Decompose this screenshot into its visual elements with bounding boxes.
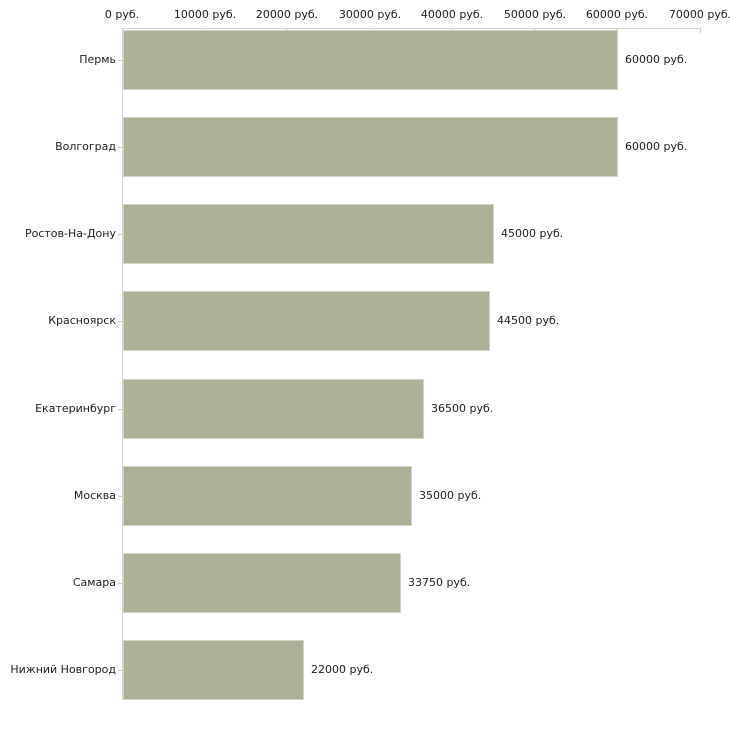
y-tick-mark xyxy=(118,234,122,235)
x-tick-label: 70000 руб. xyxy=(668,8,730,21)
x-tick-mark xyxy=(122,29,123,33)
x-tick-label: 10000 руб. xyxy=(173,8,237,21)
value-label: 22000 руб. xyxy=(311,663,374,676)
category-label: Нижний Новгород xyxy=(10,663,116,676)
x-tick-label: 50000 руб. xyxy=(503,8,567,21)
category-label: Москва xyxy=(73,489,116,502)
value-label: 36500 руб. xyxy=(431,402,494,415)
category-label: Пермь xyxy=(79,53,116,66)
y-tick-mark xyxy=(118,60,122,61)
y-tick-mark xyxy=(118,496,122,497)
category-label: Ростов-На-Дону xyxy=(24,227,116,240)
y-tick-mark xyxy=(118,409,122,410)
x-tick-label: 20000 руб. xyxy=(255,8,319,21)
y-tick-mark xyxy=(118,147,122,148)
value-label: 33750 руб. xyxy=(408,576,471,589)
category-label: Красноярск xyxy=(48,314,116,327)
x-tick-label: 40000 руб. xyxy=(420,8,484,21)
bar xyxy=(123,640,304,700)
bar xyxy=(123,291,490,351)
value-label: 60000 руб. xyxy=(625,140,688,153)
category-label: Самара xyxy=(72,576,116,589)
value-label: 60000 руб. xyxy=(625,53,688,66)
x-tick-mark xyxy=(700,29,701,33)
x-tick-label: 30000 руб. xyxy=(338,8,402,21)
bar xyxy=(123,379,424,439)
y-tick-mark xyxy=(118,583,122,584)
value-label: 45000 руб. xyxy=(501,227,564,240)
y-axis-line xyxy=(122,28,123,700)
bar xyxy=(123,117,618,177)
x-axis-line xyxy=(122,28,701,29)
bar xyxy=(123,30,618,90)
bar xyxy=(123,553,401,613)
x-tick-label: 0 руб. xyxy=(104,8,140,21)
y-tick-mark xyxy=(118,321,122,322)
bar xyxy=(123,466,412,526)
category-label: Волгоград xyxy=(55,140,116,153)
bar xyxy=(123,204,494,264)
value-label: 44500 руб. xyxy=(497,314,560,327)
category-label: Екатеринбург xyxy=(35,402,116,415)
x-tick-label: 60000 руб. xyxy=(585,8,649,21)
value-label: 35000 руб. xyxy=(419,489,482,502)
y-tick-mark xyxy=(118,670,122,671)
